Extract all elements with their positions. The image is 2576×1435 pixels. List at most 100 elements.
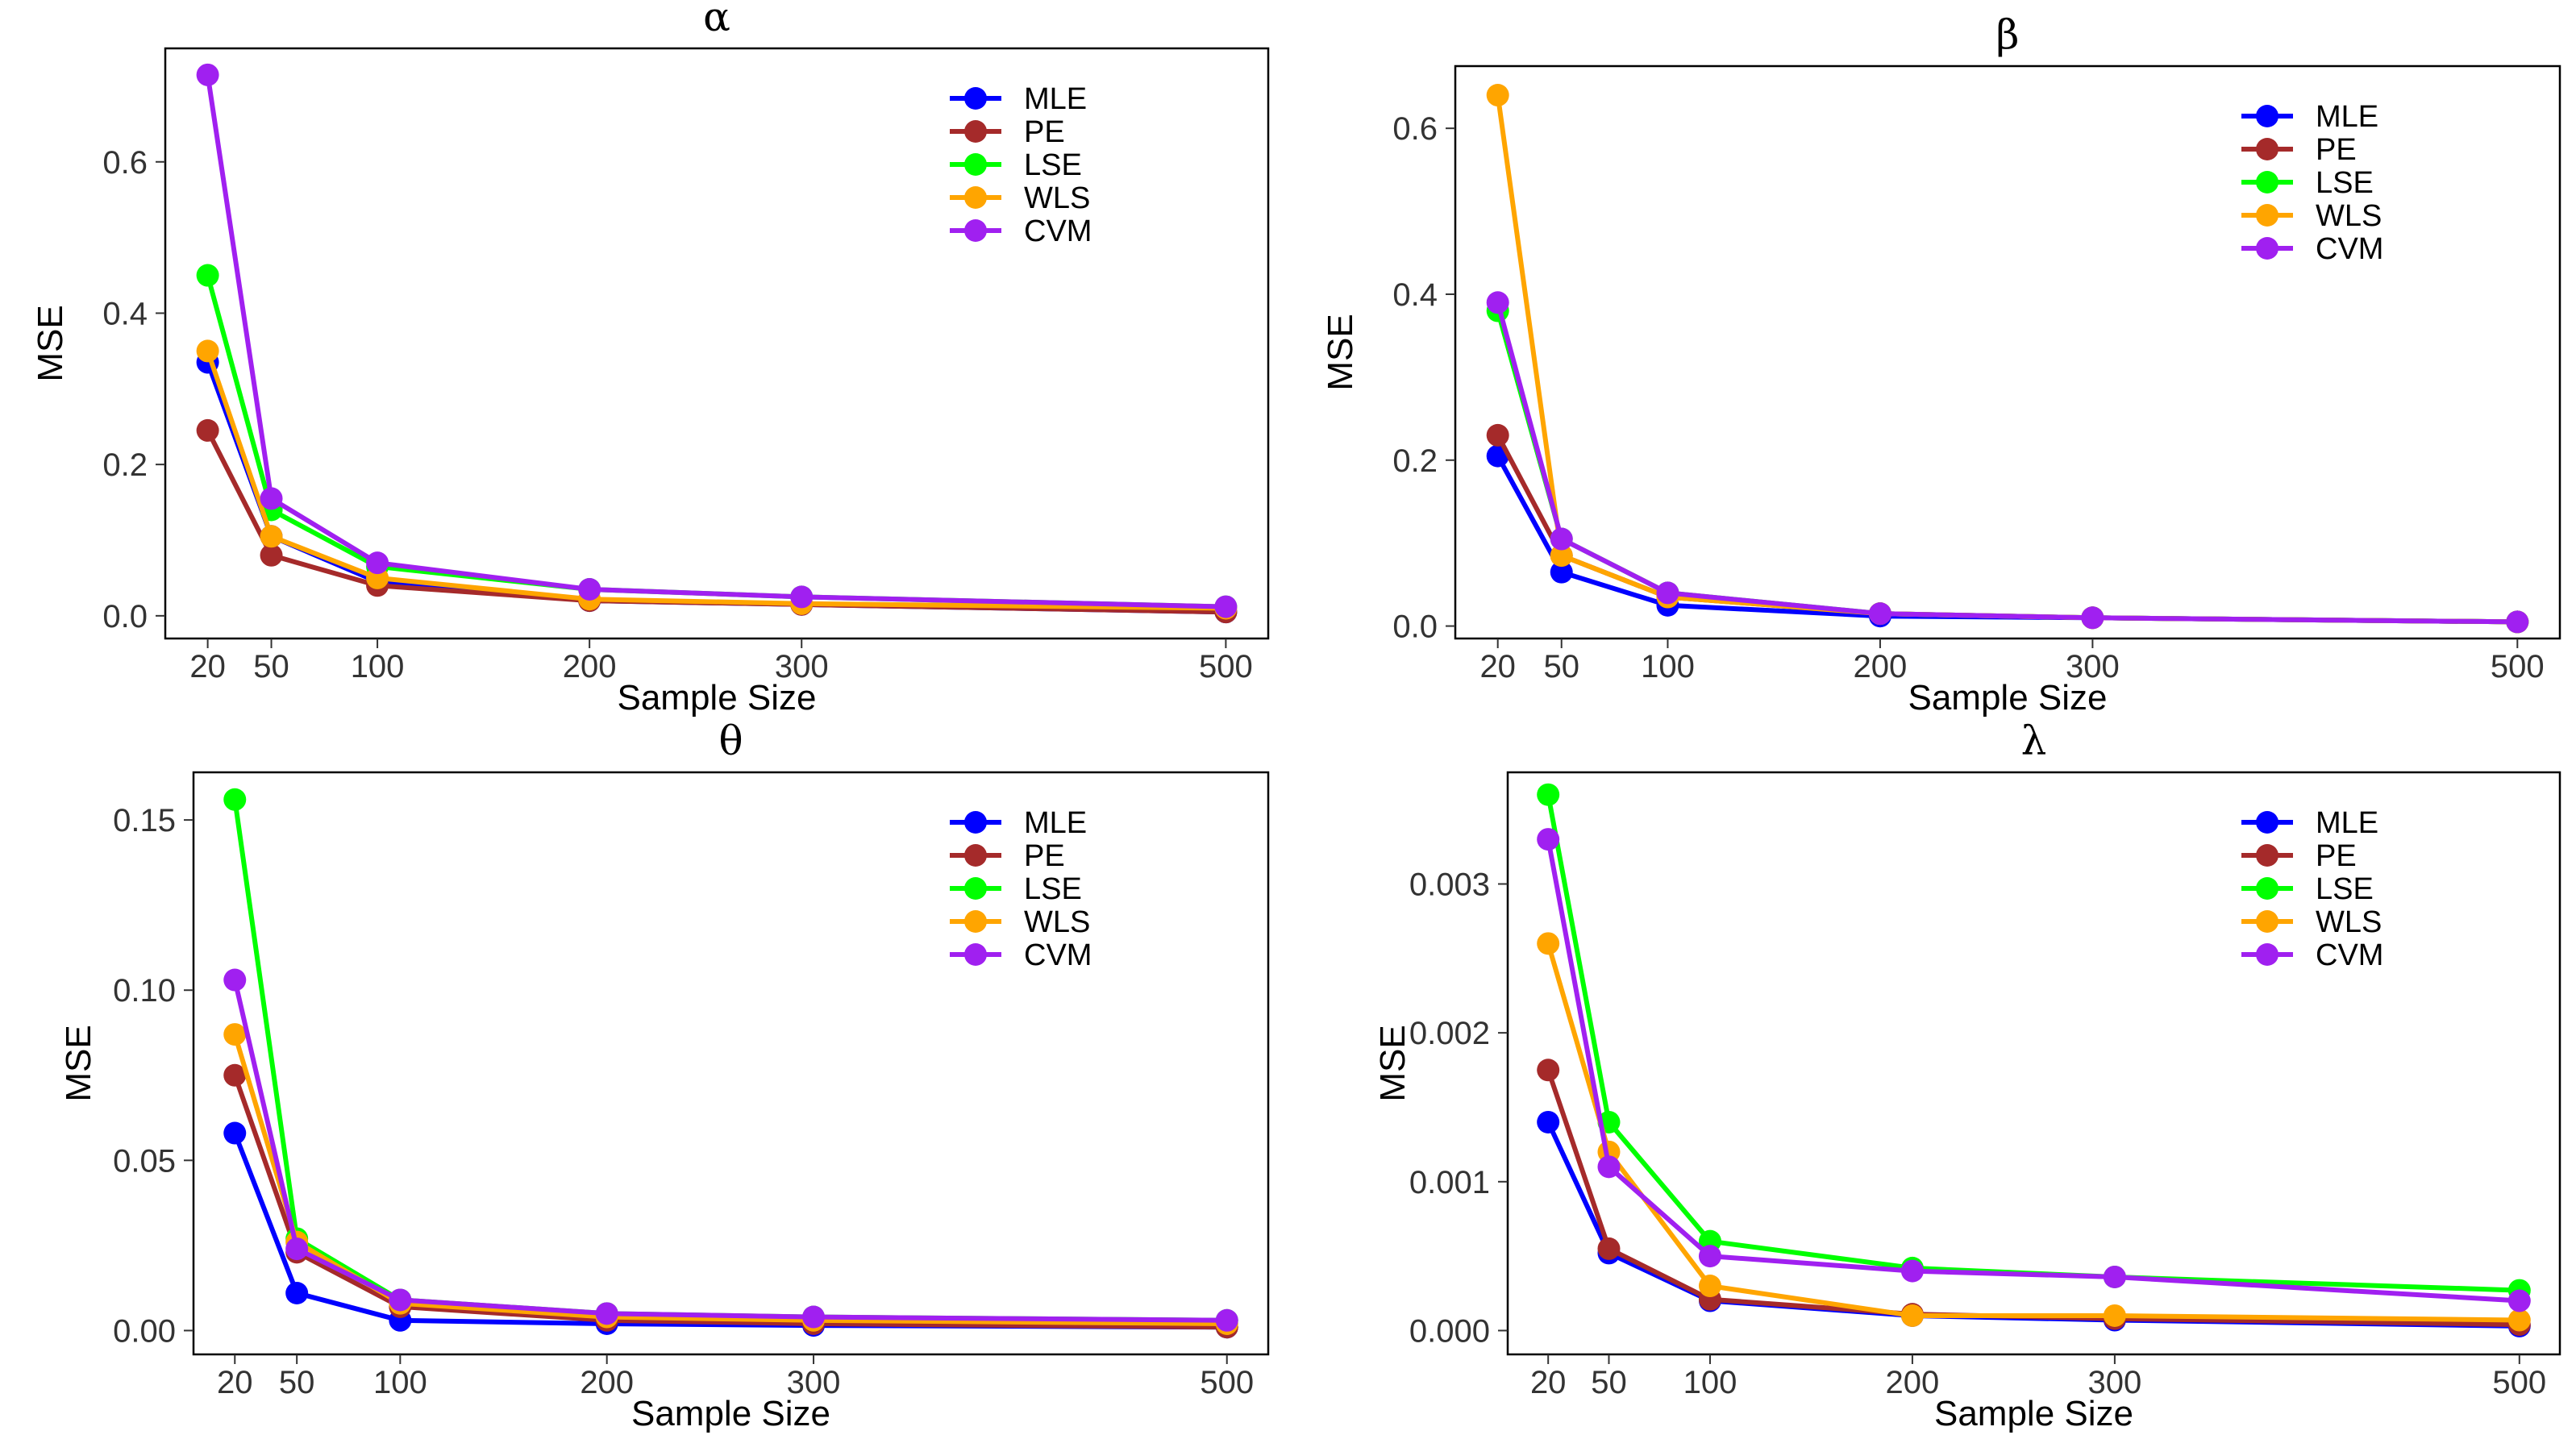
series-line-cvm [1495,302,2518,625]
data-point-cvm [1656,581,1679,605]
chart-title: λ [2021,718,2047,764]
legend-marker [964,87,987,110]
legend-marker [2256,138,2278,160]
legend-marker [2256,204,2278,227]
chart-panel-1: α 0.0 0.2 0.4 0.6 20 50 100 200 300 500 Sample Size… [31,0,1270,718]
legend-label: PE [2316,839,2357,873]
x-tick-label: 300 [787,1365,841,1400]
y-axis-label: MSE [1321,314,1360,390]
y-tick-label: 0.002 [1409,1016,1490,1051]
legend-label: WLS [2316,905,2382,939]
data-point-cvm [1698,1245,1721,1268]
series-mle [196,351,1238,624]
data-point-mle [223,1121,247,1145]
data-point-cvm [1215,1308,1238,1332]
legend-label: CVM [2316,938,2383,972]
data-point-wls [196,339,219,363]
data-point-wls [2103,1304,2126,1327]
x-tick-label: 100 [1683,1365,1737,1400]
legend-label: LSE [1024,148,1082,182]
data-point-wls [260,525,283,548]
legend-marker [2256,877,2278,900]
y-axis-label: MSE [59,1025,98,1101]
data-point-cvm [802,1305,826,1329]
legend-marker [964,811,987,834]
x-tick-label: 300 [2088,1365,2142,1400]
series-line-pe [1496,434,2518,625]
legend-marker [964,219,987,242]
y-tick-label: 0.003 [1409,867,1490,902]
legend-label: PE [1024,115,1065,149]
series-line-lse [1546,794,2520,1293]
series-line-mle [205,361,1226,615]
legend-label: MLE [2316,100,2378,134]
x-tick-label: 200 [580,1365,634,1400]
data-point-cvm [595,1302,618,1325]
data-point-cvm [2507,1289,2531,1312]
series-line-mle [1496,455,2518,625]
data-point-pe [196,418,219,442]
series-pe [223,1063,1238,1339]
x-tick-label: 50 [1543,649,1579,684]
series-line-wls [205,350,1226,611]
y-tick-label: 0.2 [102,447,148,483]
legend-marker [964,910,987,933]
legend-label: WLS [1024,181,1090,215]
plot-frame [1506,771,2561,1356]
series-mle [1537,1110,2531,1337]
series-line-pe [1546,1069,2520,1328]
data-point-pe [1537,1059,1560,1082]
data-point-cvm [578,578,601,601]
series-line-lse [205,274,1226,609]
x-tick-label: 200 [1886,1365,1940,1400]
chart-title: α [703,0,730,40]
x-tick-label: 20 [1530,1365,1567,1400]
data-point-pe [223,1063,247,1087]
y-tick-label: 0.10 [113,973,176,1009]
y-tick-label: 0.15 [113,803,176,838]
chart-title: θ [718,718,743,764]
data-point-pe [1486,423,1509,447]
legend-marker [2256,943,2278,966]
data-point-cvm [790,585,814,609]
legend-label: LSE [1024,872,1082,906]
data-point-pe [1597,1237,1621,1260]
x-tick-label: 100 [351,649,405,684]
x-axis-label: Sample Size [1934,1394,2133,1433]
data-point-lse [1537,783,1560,806]
legend-label: WLS [1024,905,1090,939]
series-lse [1486,299,2529,634]
legend-marker [2256,171,2278,193]
legend-label: LSE [2316,872,2374,906]
data-point-wls [1698,1275,1721,1298]
data-point-lse [223,788,247,811]
legend-marker [964,186,987,209]
legend-label: CVM [1024,938,1092,972]
legend-label: MLE [1024,806,1087,840]
legend-marker [2256,844,2278,867]
data-point-pe [260,543,283,567]
x-tick-label: 500 [2492,1365,2546,1400]
chart-panel-3: θ 0.00 0.05 0.10 0.15 20 50 100 200 300 500 Sample … [59,718,1270,1433]
x-tick-label: 200 [1854,649,1908,684]
series-lse [1537,783,2531,1302]
y-tick-label: 0.000 [1409,1313,1490,1349]
legend-label: WLS [2316,199,2382,233]
x-tick-label: 300 [2066,649,2120,684]
data-point-cvm [389,1288,412,1312]
data-point-wls [1537,932,1560,955]
data-point-cvm [196,63,219,86]
x-axis-label: Sample Size [617,678,816,718]
chart-title: β [1996,11,2020,58]
x-tick-label: 100 [373,1365,427,1400]
data-point-wls [2507,1308,2531,1332]
data-point-wls [1900,1304,1924,1327]
y-tick-label: 0.2 [1392,443,1438,479]
data-point-cvm [1597,1155,1621,1179]
legend-label: CVM [2316,232,2383,266]
series-mle [223,1121,1238,1339]
x-tick-label: 50 [279,1365,315,1400]
